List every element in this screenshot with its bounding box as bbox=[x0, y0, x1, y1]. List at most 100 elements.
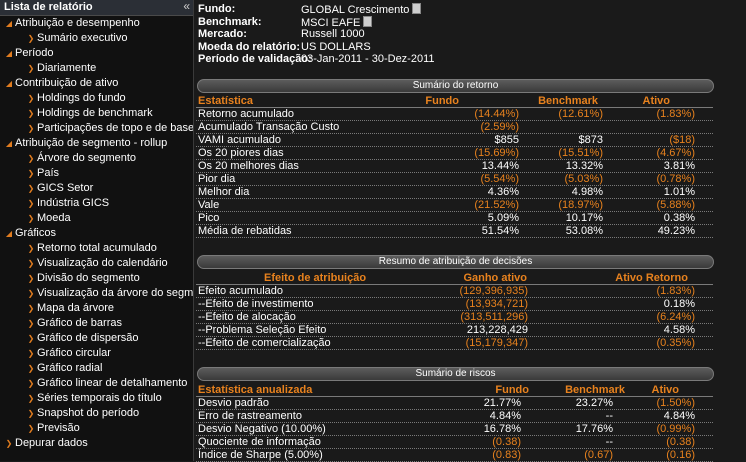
sidebar-item[interactable]: ❯ Visualização do calendário bbox=[26, 256, 168, 270]
chevron-right-icon: ❯ bbox=[27, 259, 35, 268]
sidebar-header: Lista de relatório « bbox=[0, 0, 193, 16]
report-content: Fundo: GLOBAL Crescimento Benchmark: MSCI E… bbox=[194, 0, 746, 462]
row-label: Média de rebatidas bbox=[198, 225, 292, 237]
table-row: Os 20 piores dias (15.69%) (15.51%) (4.67%) bbox=[196, 147, 713, 160]
cell-value: (13,934,721) bbox=[465, 298, 528, 310]
sidebar-item-label: Retorno total acumulado bbox=[37, 242, 157, 254]
info-value-text: GLOBAL Crescimento bbox=[301, 4, 410, 16]
column-header[interactable]: Benchmark bbox=[565, 384, 625, 396]
cell-value: 51.54% bbox=[481, 225, 519, 237]
chevron-right-icon: ❯ bbox=[27, 274, 35, 283]
document-icon[interactable] bbox=[412, 3, 422, 14]
cell-value: (0.35%) bbox=[656, 337, 695, 349]
chevron-right-icon: ❯ bbox=[27, 34, 35, 43]
cell-value: (0.38) bbox=[492, 436, 521, 448]
column-header[interactable]: Fundo bbox=[425, 95, 459, 107]
column-header[interactable]: Ganho ativo bbox=[463, 272, 527, 284]
sidebar-item[interactable]: ◢ Atribuição e desempenho bbox=[4, 16, 140, 30]
sidebar-item[interactable]: ❯ Gráfico linear de detalhamento bbox=[26, 376, 188, 390]
chevron-right-icon: ❯ bbox=[27, 394, 35, 403]
row-label: Acumulado Transação Custo bbox=[198, 121, 340, 133]
sidebar-item[interactable]: ◢ Contribuição de ativo bbox=[4, 76, 118, 90]
document-icon[interactable] bbox=[363, 15, 373, 27]
collapse-sidebar-icon[interactable]: « bbox=[183, 0, 190, 13]
triangle-down-icon: ◢ bbox=[5, 79, 13, 88]
row-label: VAMI acumulado bbox=[198, 134, 281, 146]
column-header[interactable]: Ativo bbox=[642, 95, 671, 107]
column-header[interactable]: Ativo Retorno bbox=[615, 272, 688, 284]
cell-value: -- bbox=[605, 410, 613, 422]
sidebar-item[interactable]: ❯ Holdings de benchmark bbox=[26, 106, 153, 120]
decisions-section-title[interactable]: Resumo de atribuição de decisões bbox=[197, 255, 714, 269]
chevron-right-icon: ❯ bbox=[27, 409, 35, 418]
sidebar-item[interactable]: ❯ País bbox=[26, 166, 59, 180]
sidebar-item[interactable]: ❯ Indústria GICS bbox=[26, 196, 110, 210]
cell-value: (6.24%) bbox=[656, 311, 695, 323]
table-row: Pico 5.09% 10.17% 0.38% bbox=[196, 212, 713, 225]
sidebar-item-label: Gráfico radial bbox=[37, 362, 103, 374]
cell-value: (5.88%) bbox=[656, 199, 695, 211]
cell-value: 17.76% bbox=[575, 423, 613, 435]
cell-value: (0.16) bbox=[666, 449, 695, 461]
cell-value: 4.36% bbox=[487, 186, 519, 198]
sidebar-item[interactable]: ❯ Gráfico circular bbox=[26, 346, 111, 360]
column-header[interactable]: Estatística anualizada bbox=[198, 384, 313, 396]
sidebar-item[interactable]: ❯ GICS Setor bbox=[26, 181, 94, 195]
table-row: Quociente de informação (0.38) -- (0.38) bbox=[196, 436, 713, 449]
table-row: --Efeito de comercialização (15,179,347) (… bbox=[196, 337, 713, 350]
row-label: Índice de Sharpe (5.00%) bbox=[198, 449, 323, 461]
chevron-right-icon: ❯ bbox=[27, 379, 35, 388]
sidebar-item[interactable]: ❯ Sumário executivo bbox=[26, 31, 128, 45]
chevron-right-icon: ❯ bbox=[27, 289, 35, 298]
column-header[interactable]: Ativo bbox=[651, 384, 680, 396]
sidebar-item[interactable]: ❯Visualização da árvore do segmento bbox=[26, 286, 194, 300]
column-header[interactable]: Fundo bbox=[495, 384, 529, 396]
chevron-right-icon: ❯ bbox=[27, 109, 35, 118]
sidebar-item[interactable]: ❯ Gráfico de dispersão bbox=[26, 331, 139, 345]
sidebar-item[interactable]: ❯ Participações de topo e de base bbox=[26, 121, 194, 135]
sidebar-item[interactable]: ❯ Moeda bbox=[26, 211, 71, 225]
chevron-right-icon: ❯ bbox=[27, 64, 35, 73]
sidebar-item-label: Período bbox=[15, 47, 54, 59]
sidebar-item[interactable]: ◢ Gráficos bbox=[4, 226, 56, 240]
sidebar-item[interactable]: ◢ Atribuição de segmento - rollup bbox=[4, 136, 167, 150]
sidebar-item[interactable]: ❯ Gráfico radial bbox=[26, 361, 103, 375]
sidebar-item-label: Diariamente bbox=[37, 62, 97, 74]
sidebar-item[interactable]: ❯ Diariamente bbox=[26, 61, 97, 75]
table-row: --Efeito de investimento (13,934,721) 0.18… bbox=[196, 298, 713, 311]
sidebar-item-label: Visualização da árvore do segmento bbox=[37, 287, 194, 299]
cell-value: (4.67%) bbox=[656, 147, 695, 159]
row-label: Os 20 melhores dias bbox=[198, 160, 299, 172]
sidebar-item-label: Moeda bbox=[37, 212, 71, 224]
sidebar-item[interactable]: ❯ Snapshot do período bbox=[26, 406, 140, 420]
cell-value: (0.83) bbox=[492, 449, 521, 461]
returns-section-title[interactable]: Sumário do retorno bbox=[197, 79, 714, 93]
sidebar-item-label: Participações de topo e de base bbox=[37, 122, 194, 134]
sidebar-item[interactable]: ❯ Previsão bbox=[26, 421, 80, 435]
column-header[interactable]: Efeito de atribuição bbox=[264, 272, 367, 284]
cell-value: (0.38) bbox=[666, 436, 695, 448]
sidebar-item[interactable]: ❯ Séries temporais do título bbox=[26, 391, 162, 405]
info-value: 03-Jan-2011 - 30-Dez-2011 bbox=[301, 53, 435, 66]
sidebar-item[interactable]: ❯ Gráfico de barras bbox=[26, 316, 122, 330]
risks-section-title[interactable]: Sumário de riscos bbox=[197, 367, 714, 381]
table-row: Efeito acumulado (129,396,935) (1.83%) bbox=[196, 285, 713, 298]
sidebar-item-label: País bbox=[37, 167, 60, 179]
sidebar-item[interactable]: ❯ Árvore do segmento bbox=[26, 151, 136, 165]
sidebar-item-label: Visualização do calendário bbox=[37, 257, 168, 269]
sidebar-item[interactable]: ❯ Mapa da árvore bbox=[26, 301, 114, 315]
sidebar-title: Lista de relatório bbox=[4, 1, 93, 13]
chevron-right-icon: ❯ bbox=[27, 94, 35, 103]
sidebar-item[interactable]: ❯ Retorno total acumulado bbox=[26, 241, 157, 255]
column-header[interactable]: Benchmark bbox=[538, 95, 598, 107]
cell-value: 21.77% bbox=[483, 397, 521, 409]
sidebar-item[interactable]: ❯ Depurar dados bbox=[4, 436, 88, 450]
triangle-down-icon: ◢ bbox=[5, 49, 13, 58]
sidebar-item[interactable]: ❯ Divisão do segmento bbox=[26, 271, 140, 285]
sidebar-item-label: Depurar dados bbox=[15, 437, 88, 449]
sidebar-item[interactable]: ❯ Holdings do fundo bbox=[26, 91, 126, 105]
chevron-right-icon: ❯ bbox=[27, 334, 35, 343]
column-header[interactable]: Estatística bbox=[198, 95, 254, 107]
table-header-row: Efeito de atribuição Ganho ativo Ativo Ret… bbox=[196, 272, 713, 285]
sidebar-item[interactable]: ◢ Período bbox=[4, 46, 54, 60]
